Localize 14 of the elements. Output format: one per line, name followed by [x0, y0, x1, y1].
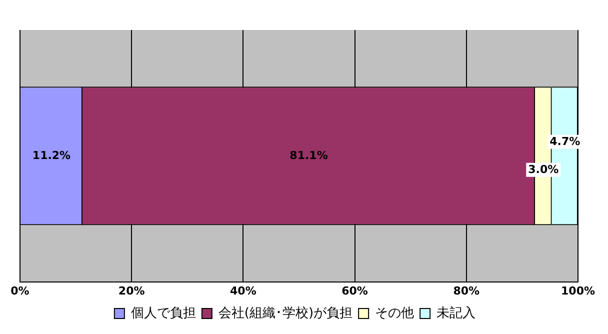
x-tick-label: 20% [118, 284, 145, 298]
legend-label: その他 [375, 306, 414, 321]
x-tick-label: 80% [453, 284, 480, 298]
data-label: 3.0% [528, 162, 559, 176]
data-label: 81.1% [290, 148, 328, 162]
x-tick-label: 0% [10, 284, 30, 298]
legend-label: 個人で負担 [130, 306, 196, 321]
data-label: 4.7% [550, 134, 580, 148]
data-label: 11.2% [32, 148, 71, 162]
x-tick-label: 100% [561, 284, 595, 298]
x-tick-label: 40% [230, 284, 256, 298]
legend-label: 会社(組織･学校)が負担 [218, 306, 353, 321]
x-tick-label: 60% [342, 284, 368, 298]
legend-label: 未記入 [436, 306, 476, 321]
